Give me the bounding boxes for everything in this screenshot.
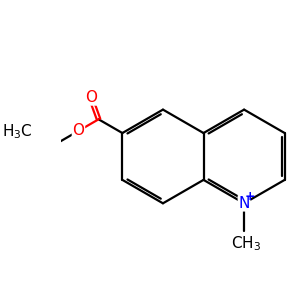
Text: +: + xyxy=(244,190,255,203)
Text: N: N xyxy=(238,196,250,211)
Text: O: O xyxy=(85,90,97,105)
Text: H$_3$C: H$_3$C xyxy=(2,122,33,141)
Text: CH$_3$: CH$_3$ xyxy=(231,234,261,253)
Text: O: O xyxy=(72,123,84,138)
